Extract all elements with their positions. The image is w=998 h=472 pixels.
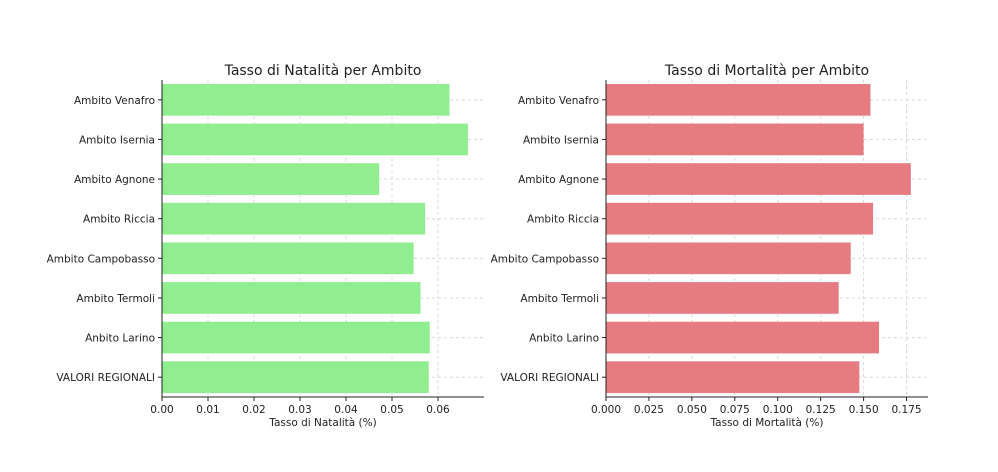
mortality-bar-0	[606, 83, 871, 116]
mortality-bar-5	[606, 282, 839, 314]
mortality-category-label-2: Ambito Agnone	[518, 174, 599, 186]
mortality-bar-1	[606, 123, 864, 156]
natality-chart-title: Tasso di Natalità per Ambito	[224, 63, 422, 79]
mortality-category-label-5: Ambito Termoli	[520, 293, 599, 305]
natality-bar-7	[162, 361, 429, 394]
mortality-category-label-1: Ambito Isernia	[523, 134, 599, 146]
mortality-xtick-label-7: 0.175	[892, 404, 922, 416]
mortality-category-label-4: Ambito Campobasso	[491, 253, 599, 265]
natality-category-label-0: Ambito Venafro	[74, 95, 155, 107]
mortality-category-label-3: Ambito Riccia	[527, 214, 599, 226]
natality-category-label-6: Anbito Larino	[85, 333, 155, 345]
mortality-bar-7	[606, 361, 860, 394]
natality-xtick-label-5: 0.05	[380, 404, 403, 416]
natality-xtick-label-0: 0.00	[150, 404, 173, 416]
natality-category-label-4: Ambito Campobasso	[47, 253, 155, 265]
mortality-category-label-0: Ambito Venafro	[518, 95, 599, 107]
natality-x-axis-label: Tasso di Natalità (%)	[268, 417, 376, 429]
natality-bar-2	[162, 163, 380, 195]
natality-xtick-label-3: 0.03	[288, 404, 311, 416]
mortality-bar-6	[606, 321, 880, 354]
mortality-bar-2	[606, 163, 911, 195]
mortality-category-label-6: Anbito Larino	[529, 333, 599, 345]
natality-category-label-1: Ambito Isernia	[79, 134, 155, 146]
mortality-chart: Ambito Venafro Ambito Isernia Ambito Agnon…	[491, 63, 928, 429]
natality-bar-0	[162, 83, 450, 116]
mortality-xtick-label-5: 0.125	[806, 404, 836, 416]
natality-xtick-label-1: 0.01	[196, 404, 219, 416]
mortality-bar-3	[606, 202, 874, 235]
mortality-xtick-label-1: 0.025	[634, 404, 664, 416]
mortality-category-label-7: VALORI REGIONALI	[500, 372, 599, 384]
natality-bar-5	[162, 282, 421, 314]
natality-chart: Ambito Venafro Ambito Isernia Ambito Agnon…	[47, 63, 484, 429]
mortality-xtick-label-6: 0.150	[849, 404, 879, 416]
natality-category-label-7: VALORI REGIONALI	[56, 372, 155, 384]
natality-xtick-label-6: 0.06	[426, 404, 450, 416]
mortality-xtick-label-0: 0.000	[591, 404, 621, 416]
mortality-xtick-label-3: 0.075	[720, 404, 750, 416]
natality-xtick-label-2: 0.02	[242, 404, 265, 416]
mortality-bar-4	[606, 242, 851, 275]
mortality-xtick-label-2: 0.050	[677, 404, 707, 416]
natality-category-label-3: Ambito Riccia	[83, 214, 155, 226]
natality-bar-4	[162, 242, 414, 275]
mortality-chart-title: Tasso di Mortalità per Ambito	[664, 63, 869, 79]
natality-xtick-label-4: 0.04	[334, 404, 358, 416]
natality-bar-1	[162, 123, 468, 156]
mortality-x-axis-label: Tasso di Mortalità (%)	[710, 417, 824, 429]
mortality-xtick-label-4: 0.100	[763, 404, 793, 416]
natality-category-label-5: Ambito Termoli	[76, 293, 155, 305]
natality-category-label-2: Ambito Agnone	[74, 174, 155, 186]
natality-bar-3	[162, 202, 426, 235]
natality-bar-6	[162, 321, 430, 354]
